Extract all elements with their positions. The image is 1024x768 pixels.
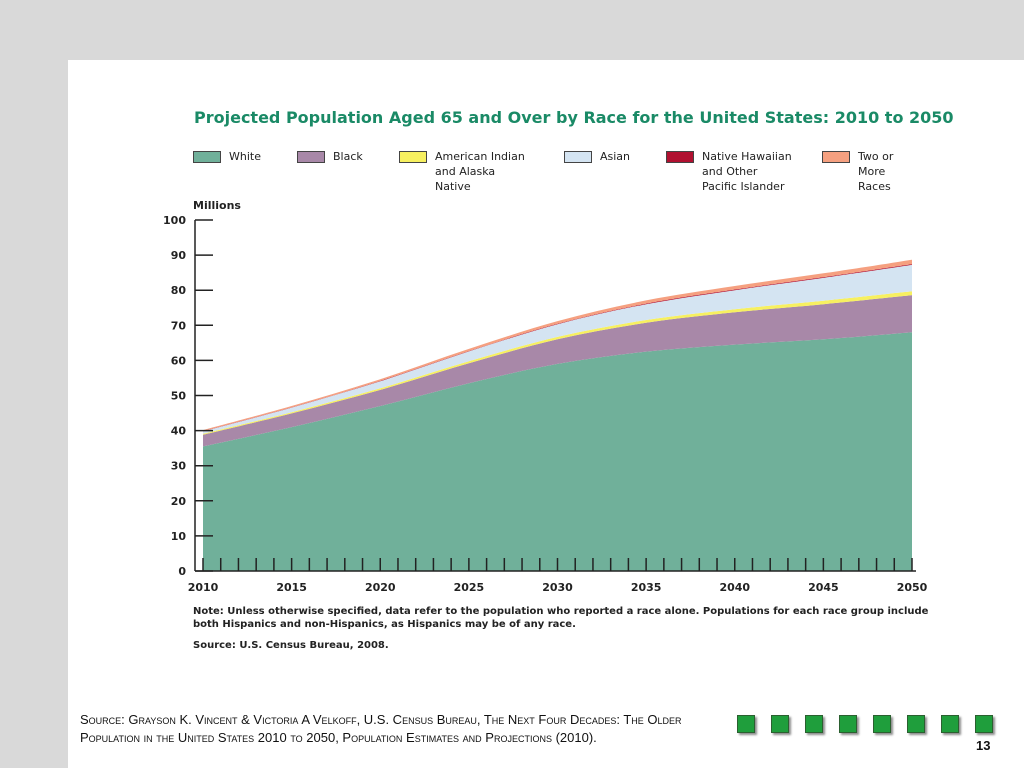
legend-label: White	[229, 150, 261, 163]
y-tick-label: 80	[171, 284, 187, 297]
legend-label: American Indian and Alaska Native	[435, 150, 525, 193]
chart-note: Note: Unless otherwise specified, data r…	[193, 606, 929, 630]
x-tick-label: 2045	[808, 581, 839, 594]
x-tick-label: 2025	[454, 581, 485, 594]
footer-decoration	[737, 715, 993, 733]
area-white	[203, 332, 912, 571]
legend-swatch	[666, 151, 694, 163]
legend-item-native-hawaiian-and-other-pacific-islander: Native Hawaiian and Other Pacific Island…	[666, 149, 792, 194]
x-tick-label: 2010	[188, 581, 219, 594]
legend-item-asian: Asian	[564, 149, 630, 164]
y-tick-label: 10	[171, 530, 187, 543]
area-series-group	[203, 259, 912, 571]
footer-citation: Source: Grayson K. Vincent & Victoria A …	[80, 712, 682, 745]
legend-label: Native Hawaiian and Other Pacific Island…	[702, 150, 792, 193]
footer-square	[873, 715, 891, 733]
x-tick-label: 2015	[276, 581, 307, 594]
legend-swatch	[297, 151, 325, 163]
x-tick-label: 2050	[897, 581, 928, 594]
footer-square	[805, 715, 823, 733]
footer-square	[737, 715, 755, 733]
legend-label: Two or More Races	[858, 150, 894, 193]
y-tick-label: 20	[171, 495, 187, 508]
x-tick-label: 2030	[542, 581, 573, 594]
legend-item-white: White	[193, 149, 261, 164]
chart-title: Projected Population Aged 65 and Over by…	[194, 108, 954, 127]
legend-item-black: Black	[297, 149, 363, 164]
x-tick-label: 2020	[365, 581, 396, 594]
footer-square	[839, 715, 857, 733]
y-tick-label: 100	[163, 214, 186, 227]
y-tick-label: 0	[178, 565, 186, 578]
area-black	[203, 295, 912, 447]
legend-label: Asian	[600, 150, 631, 163]
footer-square	[907, 715, 925, 733]
y-tick-label: 40	[171, 425, 187, 438]
area-asian	[203, 264, 912, 434]
legend-item-two-or-more-races: Two or More Races	[822, 149, 893, 194]
page-number: 13	[976, 738, 991, 753]
y-axis-unit-label: Millions	[193, 199, 241, 212]
footer-square	[941, 715, 959, 733]
y-tick-label: 60	[171, 354, 187, 367]
legend-swatch	[399, 151, 427, 163]
legend-swatch	[564, 151, 592, 163]
y-tick-label: 90	[171, 249, 187, 262]
x-tick-label: 2040	[719, 581, 750, 594]
legend-swatch	[822, 151, 850, 163]
legend-label: Black	[333, 150, 363, 163]
legend-item-american-indian-and-alaska-native: American Indian and Alaska Native	[399, 149, 525, 194]
chart-source: Source: U.S. Census Bureau, 2008.	[193, 640, 389, 651]
footer-square	[975, 715, 993, 733]
footer-square	[771, 715, 789, 733]
x-tick-label: 2035	[631, 581, 662, 594]
y-tick-label: 50	[171, 390, 187, 403]
legend-swatch	[193, 151, 221, 163]
y-tick-label: 70	[171, 319, 187, 332]
y-tick-label: 30	[171, 460, 187, 473]
